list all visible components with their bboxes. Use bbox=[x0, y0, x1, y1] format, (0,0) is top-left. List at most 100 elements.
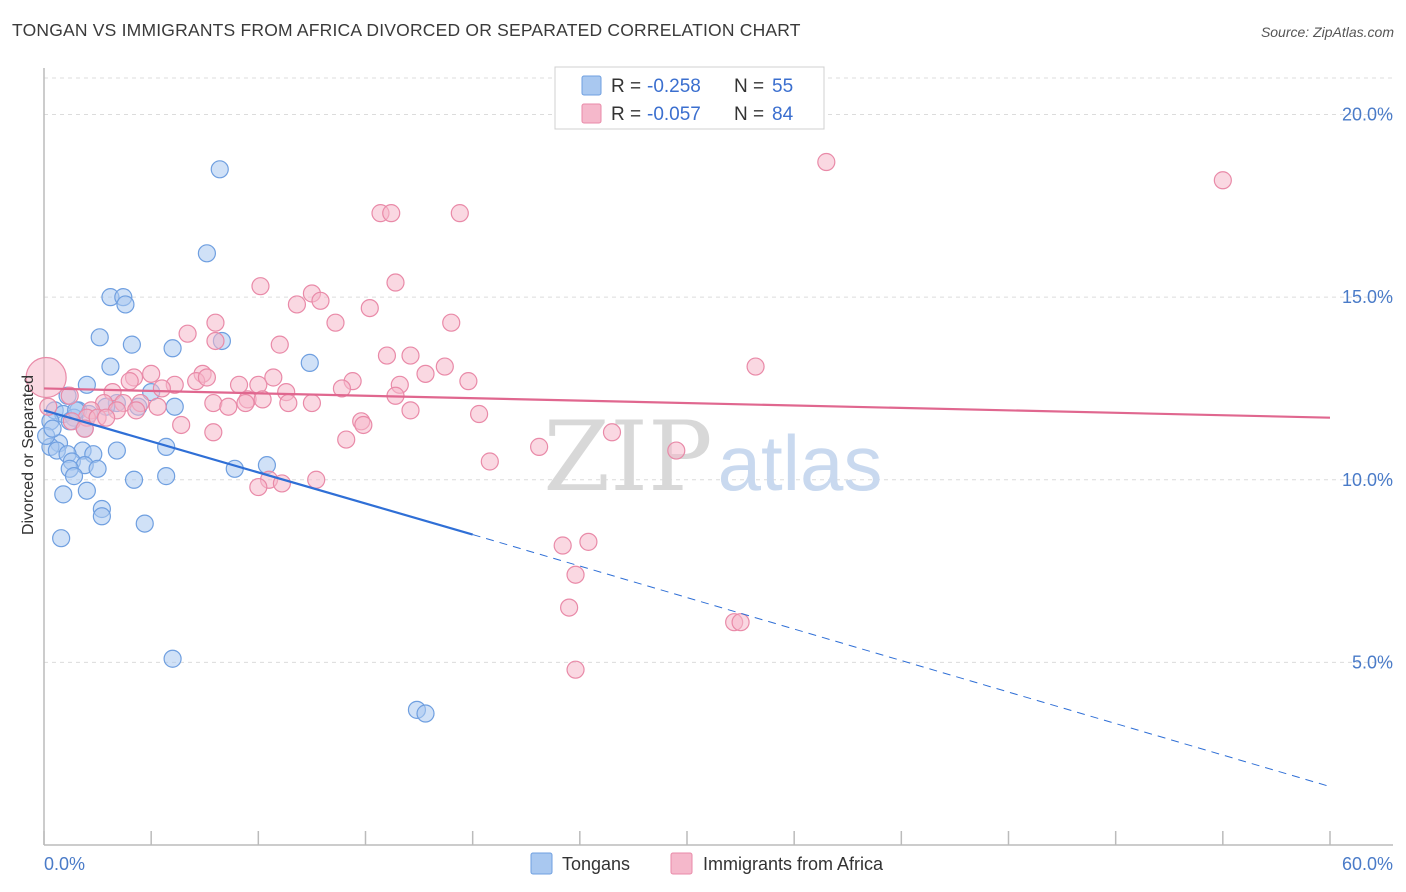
point-tongans bbox=[107, 441, 126, 460]
correlation-legend: R = -0.258 N = 55 R = -0.057 N = 84 bbox=[554, 66, 825, 130]
grid-lines bbox=[44, 77, 1393, 663]
chart-source: Source: ZipAtlas.com bbox=[1260, 24, 1394, 40]
point-africa bbox=[253, 390, 272, 409]
point-tongans bbox=[77, 375, 96, 394]
point-africa bbox=[148, 397, 167, 416]
point-africa bbox=[377, 346, 397, 365]
point-africa bbox=[382, 204, 401, 223]
point-tongans bbox=[54, 485, 73, 504]
point-tongans bbox=[52, 529, 71, 548]
point-africa bbox=[172, 415, 191, 435]
point-africa bbox=[251, 277, 270, 296]
legend-n-label-1: N = bbox=[734, 76, 764, 97]
point-tongans bbox=[116, 295, 135, 314]
series-label-tongans: Tongans bbox=[562, 854, 630, 874]
point-tongans bbox=[416, 704, 435, 723]
point-africa bbox=[332, 379, 352, 398]
point-africa bbox=[236, 393, 255, 413]
point-africa bbox=[401, 346, 420, 365]
point-africa bbox=[307, 470, 326, 489]
legend-r-label-2: R = bbox=[611, 104, 641, 125]
point-tongans bbox=[90, 328, 109, 347]
point-africa bbox=[817, 152, 836, 172]
legend-swatch-africa bbox=[581, 103, 602, 124]
point-tongans bbox=[88, 459, 107, 478]
point-africa bbox=[1213, 171, 1232, 190]
point-africa bbox=[302, 393, 322, 413]
trend-line-africa bbox=[43, 387, 1331, 419]
point-africa bbox=[469, 404, 489, 424]
watermark-zip: ZIP bbox=[543, 401, 712, 513]
x-tick-label: 60.0% bbox=[1342, 854, 1393, 874]
watermark-atlas: atlas bbox=[718, 419, 883, 507]
point-tongans bbox=[135, 514, 154, 533]
point-africa bbox=[667, 441, 686, 460]
point-africa bbox=[442, 313, 461, 332]
point-africa bbox=[326, 313, 345, 332]
legend-swatch-tongans bbox=[581, 75, 602, 96]
point-africa bbox=[152, 379, 171, 398]
x-tick-label: 0.0% bbox=[44, 854, 85, 874]
trend-line-tongans bbox=[43, 409, 473, 536]
tick-labels: 5.0% 10.0% 15.0% 20.0% 0.0% 60.0% bbox=[44, 105, 1393, 874]
watermark: ZIP atlas bbox=[543, 401, 882, 513]
point-africa bbox=[401, 401, 420, 420]
legend-r-value-2: -0.057 bbox=[647, 104, 701, 125]
point-africa bbox=[142, 364, 161, 383]
point-africa bbox=[219, 397, 238, 416]
point-africa bbox=[287, 295, 307, 314]
y-tick-label: 5.0% bbox=[1352, 652, 1393, 672]
series-legend: Tongans Immigrants from Africa bbox=[530, 852, 884, 875]
series-swatch-tongans bbox=[530, 852, 553, 875]
point-tongans bbox=[163, 339, 182, 358]
point-tongans bbox=[165, 397, 184, 416]
trend-lines bbox=[43, 387, 1331, 788]
point-africa bbox=[360, 299, 379, 318]
point-africa bbox=[602, 423, 622, 442]
legend-n-value-1: 55 bbox=[772, 76, 793, 97]
point-africa bbox=[746, 357, 765, 376]
y-axis-label: Divorced or Separated bbox=[20, 375, 37, 535]
legend-r-value-1: -0.258 bbox=[647, 76, 701, 97]
point-africa bbox=[97, 408, 116, 427]
series-label-africa: Immigrants from Africa bbox=[703, 854, 884, 874]
point-africa bbox=[435, 357, 454, 376]
point-africa bbox=[127, 401, 146, 420]
point-africa bbox=[311, 291, 330, 310]
point-africa bbox=[566, 565, 585, 584]
y-tick-label: 20.0% bbox=[1342, 105, 1393, 125]
point-africa bbox=[731, 613, 750, 632]
y-tick-label: 10.0% bbox=[1342, 470, 1393, 490]
point-africa bbox=[459, 372, 478, 391]
point-africa bbox=[197, 368, 216, 387]
point-africa bbox=[178, 324, 197, 343]
y-tick-label: 15.0% bbox=[1342, 287, 1393, 307]
point-tongans bbox=[210, 160, 229, 179]
point-tongans bbox=[197, 244, 216, 263]
point-africa bbox=[560, 598, 579, 617]
point-africa bbox=[279, 393, 298, 413]
point-africa bbox=[249, 477, 268, 497]
point-africa bbox=[270, 335, 289, 354]
point-africa bbox=[337, 430, 356, 449]
series-swatch-africa bbox=[670, 852, 693, 875]
point-tongans bbox=[101, 357, 120, 376]
point-africa bbox=[386, 273, 405, 292]
point-africa bbox=[354, 415, 373, 435]
axes bbox=[43, 68, 1393, 846]
legend-r-label-1: R = bbox=[611, 76, 641, 97]
point-africa bbox=[204, 423, 223, 442]
data-points bbox=[25, 152, 1232, 723]
point-tongans bbox=[77, 481, 96, 500]
trend-line-tongans-extension bbox=[472, 534, 1331, 788]
legend-n-value-2: 84 bbox=[772, 104, 794, 125]
point-tongans bbox=[64, 467, 84, 486]
point-africa bbox=[204, 393, 223, 413]
point-africa bbox=[566, 660, 585, 679]
point-africa bbox=[206, 331, 225, 351]
point-tongans bbox=[122, 335, 141, 354]
point-africa bbox=[120, 372, 139, 391]
point-africa bbox=[264, 368, 283, 387]
point-africa bbox=[530, 437, 549, 456]
